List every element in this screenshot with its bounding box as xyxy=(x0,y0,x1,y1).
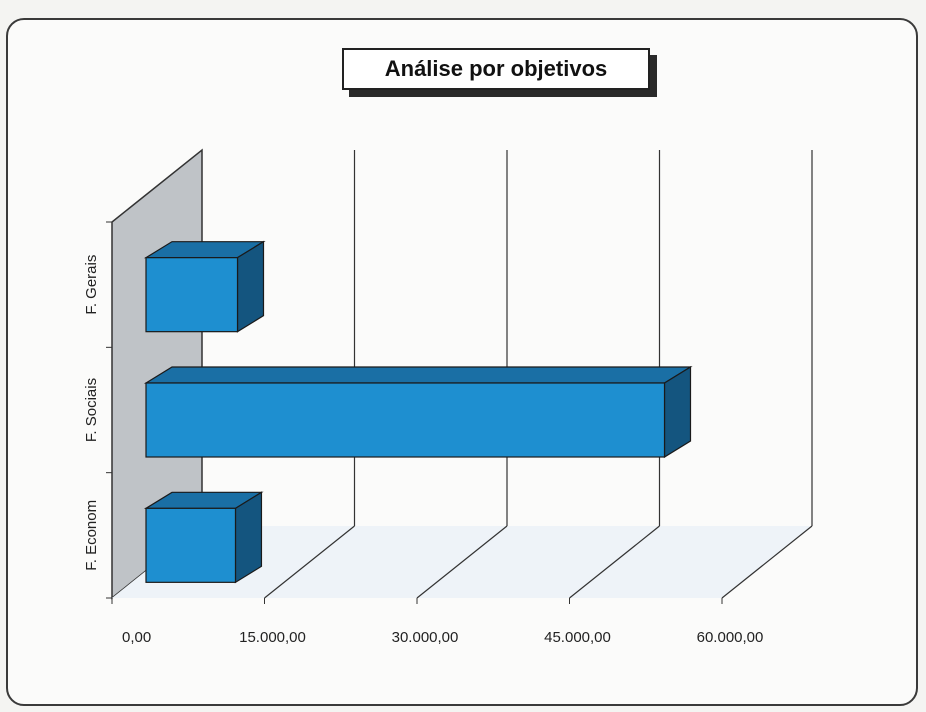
bar xyxy=(145,257,239,333)
x-tick-label: 0,00 xyxy=(122,629,151,646)
bar-side xyxy=(234,491,263,584)
gridline-floor xyxy=(569,525,660,599)
gridline-floor xyxy=(721,525,813,599)
x-tick-label: 60.000,00 xyxy=(697,629,764,646)
category-label: F. Econom xyxy=(83,500,100,571)
x-tick-label: 30.000,00 xyxy=(392,629,459,646)
chart-title: Análise por objetivos xyxy=(342,48,650,90)
bar xyxy=(145,507,237,583)
bar-top xyxy=(143,366,693,384)
category-label: F. Gerais xyxy=(83,255,100,315)
bar xyxy=(145,382,666,458)
gridline-floor xyxy=(264,525,355,599)
bar-side xyxy=(663,365,692,459)
x-tick-label: 45.000,00 xyxy=(544,629,611,646)
bar-side xyxy=(236,240,265,333)
x-tick-label: 15.000,00 xyxy=(239,629,306,646)
gridline-floor xyxy=(416,525,508,599)
category-label: F. Sociais xyxy=(83,378,100,442)
